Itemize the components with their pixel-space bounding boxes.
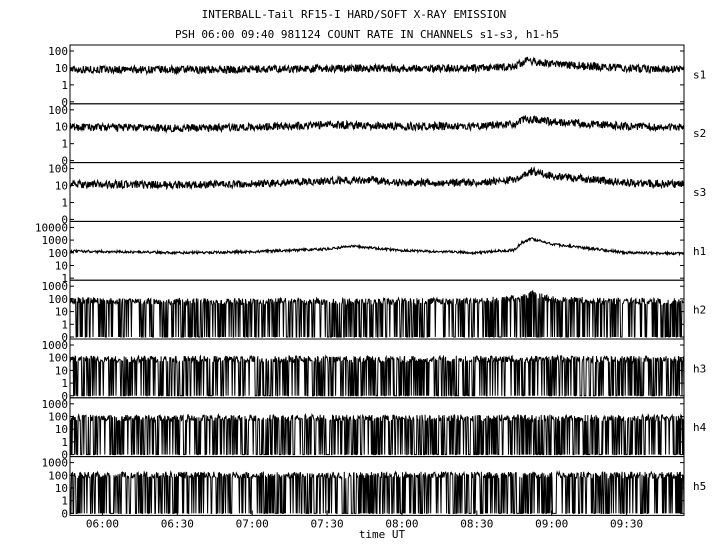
y-tick-label: 1 [61, 495, 68, 508]
y-tick-label: 100 [48, 247, 68, 260]
channel-label-h2: h2 [693, 304, 706, 317]
x-tick-label: 06:30 [161, 517, 194, 530]
series-line-h3 [69, 353, 685, 397]
panels: 1001010s11001010s21001010s31000010001001… [35, 44, 707, 520]
y-tick-label: 1000 [42, 280, 69, 293]
y-tick-label: 100 [48, 469, 68, 482]
panel-frame [69, 162, 685, 222]
y-tick-label: 0 [61, 507, 68, 520]
x-axis: 06:00 06:30 07:00 07:30 08:00 08:30 09:00 09:30 [86, 510, 643, 530]
channel-label-s3: s3 [693, 186, 706, 199]
y-tick-label: 100 [48, 163, 68, 176]
y-tick-label: 1 [61, 138, 68, 151]
y-tick-label: 1000 [42, 398, 69, 411]
y-tick-label: 0 [61, 331, 68, 344]
series-line-h1 [69, 236, 685, 257]
x-tick-label: 08:30 [460, 517, 493, 530]
channel-label-s2: s2 [693, 127, 706, 140]
y-tick-label: 1000 [42, 457, 69, 470]
x-tick-label: 09:30 [610, 517, 643, 530]
channel-label-h5: h5 [693, 480, 706, 493]
y-tick-label: 1 [61, 377, 68, 390]
x-axis-label: time UT [359, 528, 406, 541]
series-line-s3 [69, 165, 685, 191]
y-tick-label: 100 [48, 411, 68, 424]
series-line-h5 [69, 470, 685, 514]
y-tick-label: 1 [61, 272, 68, 285]
x-tick-label: 07:00 [236, 517, 269, 530]
y-tick-label: 0 [61, 213, 68, 226]
channel-label-h3: h3 [693, 362, 706, 375]
y-tick-label: 0 [61, 449, 68, 462]
y-tick-label: 0 [61, 390, 68, 403]
y-tick-label: 100 [48, 352, 68, 365]
y-tick-label: 1 [61, 436, 68, 449]
y-tick-label: 10 [55, 121, 68, 134]
panel-frame [69, 44, 685, 105]
y-tick-label: 100 [48, 104, 68, 117]
y-tick-label: 10000 [35, 221, 68, 234]
y-tick-label: 100 [48, 293, 68, 306]
x-tick-label: 06:00 [86, 517, 119, 530]
y-tick-label: 10 [55, 62, 68, 75]
y-tick-label: 0 [61, 96, 68, 109]
y-tick-label: 1 [61, 79, 68, 92]
panel-frame [69, 103, 685, 164]
y-tick-label: 1 [61, 318, 68, 331]
y-tick-label: 10 [55, 482, 68, 495]
x-tick-label: 09:00 [535, 517, 568, 530]
series-line-s1 [69, 56, 685, 76]
chart-subtitle: PSH 06:00 09:40 981124 COUNT RATE IN CHA… [175, 28, 559, 41]
y-tick-label: 10 [55, 423, 68, 436]
series-line-s2 [69, 114, 685, 134]
y-tick-label: 10 [55, 306, 68, 319]
x-tick-label: 08:00 [385, 517, 418, 530]
channel-label-h4: h4 [693, 421, 707, 434]
y-tick-label: 1000 [42, 339, 69, 352]
series-line-h4 [69, 412, 685, 456]
y-tick-label: 10 [55, 180, 68, 193]
panel-frame [69, 220, 685, 281]
y-tick-label: 10 [55, 260, 68, 273]
channel-label-s1: s1 [693, 68, 706, 81]
series-line-h2 [69, 290, 685, 338]
chart-title: INTERBALL-Tail RF15-I HARD/SOFT X-RAY EM… [202, 8, 507, 21]
channel-label-h1: h1 [693, 245, 706, 258]
y-tick-label: 100 [48, 45, 68, 58]
y-tick-label: 1 [61, 196, 68, 209]
x-tick-label: 07:30 [311, 517, 344, 530]
y-tick-label: 10 [55, 364, 68, 377]
y-tick-label: 0 [61, 155, 68, 168]
y-tick-label: 1000 [42, 234, 69, 247]
